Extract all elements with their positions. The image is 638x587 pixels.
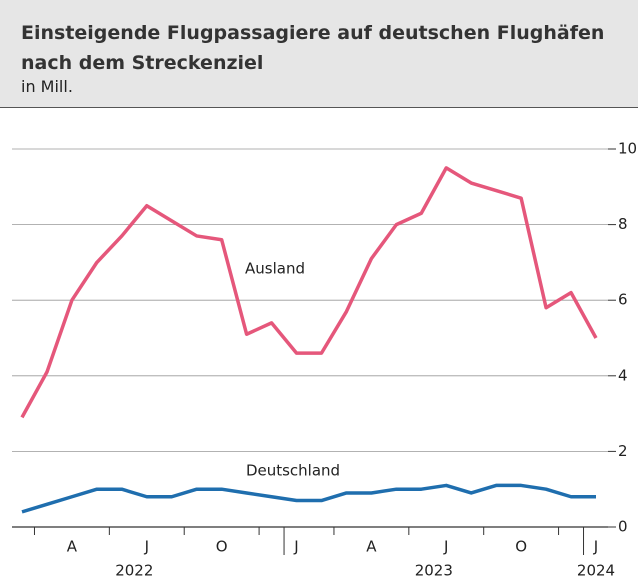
year-label: 2022 <box>115 562 153 580</box>
y-tick-label: 4 <box>618 366 628 384</box>
chart-subtitle: in Mill. <box>21 77 73 96</box>
year-label: 2024 <box>577 562 615 580</box>
series-label: Ausland <box>245 260 305 278</box>
year-label: 2023 <box>415 562 453 580</box>
x-tick-label: J <box>443 538 448 556</box>
x-tick-label: A <box>67 538 78 556</box>
y-tick-label: 10 <box>618 140 637 158</box>
chart-title: Einsteigende Flugpassagiere auf deutsche… <box>21 22 605 74</box>
series-label: Deutschland <box>246 462 340 480</box>
x-tick-label: J <box>593 538 598 556</box>
series-line <box>21 483 596 514</box>
x-tick-label: O <box>515 538 527 556</box>
y-tick-label: 2 <box>618 442 628 460</box>
y-tick-label: 6 <box>618 291 628 309</box>
series-line <box>20 166 598 419</box>
y-tick-label: 0 <box>618 518 628 536</box>
x-tick-label: A <box>366 538 377 556</box>
x-tick-label: J <box>144 538 149 556</box>
header: Einsteigende Flugpassagiere auf deutsche… <box>0 0 638 108</box>
x-tick-label: O <box>216 538 228 556</box>
y-tick-label: 8 <box>618 215 628 233</box>
x-tick-label: J <box>293 538 298 556</box>
